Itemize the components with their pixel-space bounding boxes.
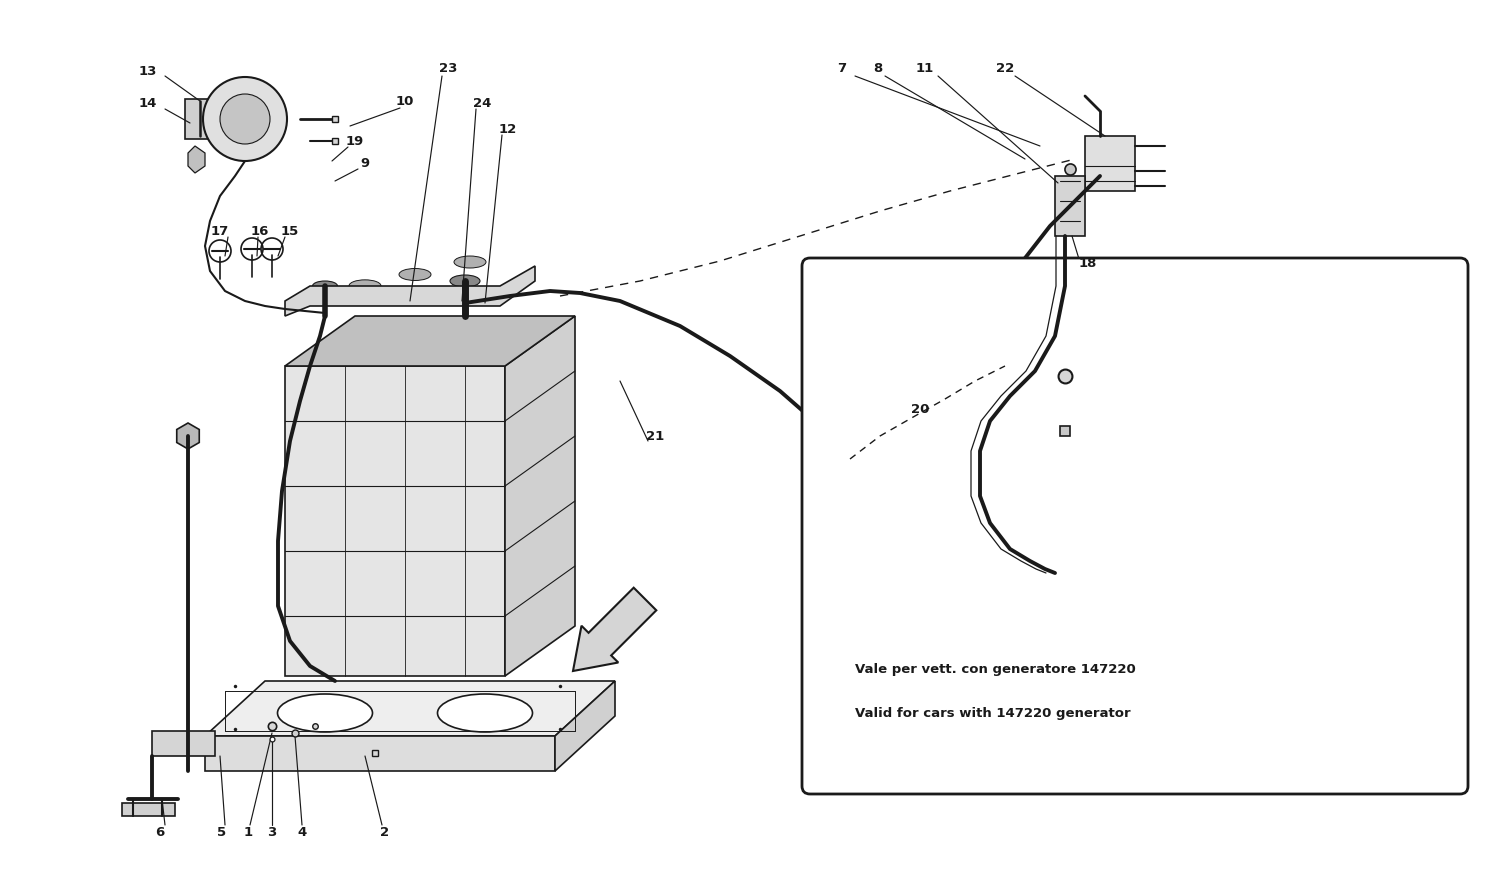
Polygon shape <box>206 736 555 771</box>
Polygon shape <box>188 146 206 173</box>
Ellipse shape <box>278 694 372 732</box>
Text: 20: 20 <box>910 403 928 415</box>
Text: 16: 16 <box>251 225 268 238</box>
Text: 21: 21 <box>646 429 664 443</box>
Text: 1: 1 <box>243 827 252 839</box>
Text: 7: 7 <box>837 62 846 76</box>
Text: 14: 14 <box>140 96 158 110</box>
Text: 19: 19 <box>346 135 364 148</box>
Text: 24: 24 <box>472 96 490 110</box>
Circle shape <box>202 77 286 161</box>
Ellipse shape <box>294 292 326 305</box>
Polygon shape <box>285 366 506 676</box>
Text: 5: 5 <box>217 827 226 839</box>
Text: 4: 4 <box>297 827 306 839</box>
Polygon shape <box>177 423 200 449</box>
Text: 10: 10 <box>396 94 414 108</box>
Text: Valid for cars with 147220 generator: Valid for cars with 147220 generator <box>855 707 1131 720</box>
Text: 9: 9 <box>360 157 369 169</box>
Text: Vale per vett. con generatore 147220: Vale per vett. con generatore 147220 <box>855 663 1136 675</box>
Text: 12: 12 <box>500 122 517 135</box>
Polygon shape <box>206 681 615 736</box>
Polygon shape <box>285 316 574 366</box>
Ellipse shape <box>350 280 381 292</box>
Text: 15: 15 <box>280 225 298 238</box>
Ellipse shape <box>450 275 480 287</box>
Polygon shape <box>1054 176 1084 236</box>
Text: 17: 17 <box>211 225 230 238</box>
Ellipse shape <box>454 256 486 268</box>
Polygon shape <box>152 731 214 756</box>
FancyBboxPatch shape <box>802 258 1468 794</box>
Polygon shape <box>285 266 536 316</box>
Text: 6: 6 <box>156 827 165 839</box>
Polygon shape <box>1084 136 1136 191</box>
Text: 11: 11 <box>916 62 934 76</box>
Polygon shape <box>506 316 574 676</box>
Text: 8: 8 <box>873 62 882 76</box>
Text: 2: 2 <box>381 827 390 839</box>
FancyArrow shape <box>573 588 657 671</box>
Ellipse shape <box>399 268 430 281</box>
Text: 23: 23 <box>440 62 458 76</box>
Circle shape <box>220 94 270 144</box>
Polygon shape <box>555 681 615 771</box>
Ellipse shape <box>312 281 338 291</box>
Ellipse shape <box>438 694 532 732</box>
Text: 3: 3 <box>267 827 276 839</box>
Text: 18: 18 <box>1078 257 1096 269</box>
Polygon shape <box>184 99 210 139</box>
Polygon shape <box>122 803 176 816</box>
Text: 22: 22 <box>996 62 1014 76</box>
Text: 13: 13 <box>140 64 158 78</box>
